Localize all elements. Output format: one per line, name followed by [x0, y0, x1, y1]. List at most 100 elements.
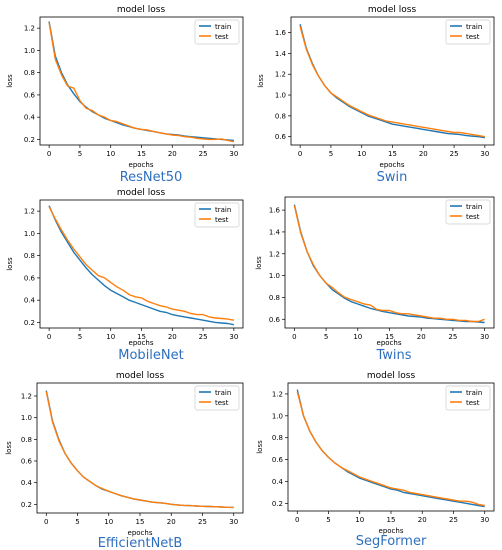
- y-tick-label: 0.6: [269, 316, 281, 324]
- y-tick-label: 0.2: [24, 136, 35, 144]
- y-tick-label: 1.2: [269, 250, 280, 258]
- x-tick-label: 0: [298, 150, 302, 158]
- chart-panel-segformer: model loss epochs loss SegFormer 0 5 10 15 2…: [251, 366, 502, 549]
- y-tick-label: 0.2: [272, 500, 283, 508]
- x-tick-label: 5: [329, 150, 333, 158]
- y-tick-label: 0.8: [272, 434, 283, 442]
- y-tick-label: 1.6: [275, 29, 287, 37]
- x-tick-label: 15: [385, 333, 394, 341]
- legend-label-train: train: [215, 389, 231, 397]
- series-line-test: [293, 205, 485, 323]
- chart-caption: Swin: [377, 170, 408, 185]
- x-tick-label: 30: [229, 333, 238, 341]
- y-tick-label: 0.8: [275, 112, 286, 120]
- x-axis-label: epochs: [380, 161, 405, 169]
- x-tick-label: 0: [47, 150, 51, 158]
- y-tick-label: 0.4: [24, 114, 36, 122]
- y-tick-label: 1.2: [24, 25, 35, 33]
- series-line-test: [296, 391, 485, 507]
- chart-title: model loss: [117, 188, 166, 198]
- chart-title: model loss: [117, 5, 166, 15]
- x-tick-label: 25: [448, 333, 457, 341]
- y-tick-label: 1.6: [269, 207, 281, 215]
- series-line-test: [299, 26, 486, 138]
- legend-label-train: train: [466, 23, 482, 31]
- x-tick-label: 25: [450, 150, 459, 158]
- chart-caption: MobileNet: [118, 348, 183, 363]
- chart-svg-mobilenet: model loss epochs loss MobileNet 0 5 10 15 2…: [6, 188, 244, 363]
- legend-label-train: train: [466, 389, 482, 397]
- x-tick-label: 5: [324, 333, 328, 341]
- chart-title: model loss: [368, 5, 417, 15]
- x-tick-label: 10: [353, 333, 362, 341]
- series-line-test: [48, 22, 235, 143]
- y-tick-label: 1.0: [21, 414, 32, 422]
- y-axis-label: loss: [6, 74, 14, 88]
- y-tick-label: 1.0: [269, 272, 280, 280]
- x-tick-label: 25: [449, 516, 458, 524]
- x-tick-label: 20: [419, 150, 428, 158]
- x-tick-label: 0: [44, 518, 48, 526]
- x-tick-label: 15: [387, 516, 396, 524]
- x-tick-label: 10: [106, 333, 115, 341]
- x-tick-label: 10: [355, 516, 364, 524]
- y-tick-label: 1.2: [275, 71, 286, 79]
- y-tick-label: 0.6: [21, 458, 33, 466]
- y-axis-label: loss: [6, 257, 14, 271]
- x-axis-label: epochs: [128, 529, 153, 537]
- y-tick-label: 1.0: [24, 230, 35, 238]
- x-tick-label: 5: [75, 518, 79, 526]
- series-line-test: [45, 391, 234, 509]
- y-tick-label: 1.2: [24, 208, 35, 216]
- chart-caption: Twins: [375, 348, 411, 363]
- x-tick-label: 20: [418, 516, 427, 524]
- legend-label-test: test: [215, 216, 229, 224]
- y-tick-label: 0.6: [24, 91, 36, 99]
- x-tick-label: 10: [106, 150, 115, 158]
- y-tick-label: 0.8: [269, 294, 280, 302]
- series-line-test: [48, 206, 235, 321]
- x-tick-label: 15: [388, 150, 397, 158]
- x-tick-label: 10: [104, 518, 113, 526]
- y-tick-label: 0.4: [272, 478, 284, 486]
- x-axis-label: epochs: [129, 339, 154, 347]
- x-tick-label: 30: [229, 518, 238, 526]
- y-tick-label: 0.8: [21, 436, 32, 444]
- y-tick-label: 0.8: [24, 252, 35, 260]
- legend-label-train: train: [215, 23, 231, 31]
- y-tick-label: 0.6: [24, 274, 36, 282]
- y-tick-label: 0.2: [24, 319, 35, 327]
- y-tick-label: 1.2: [21, 393, 32, 401]
- y-tick-label: 0.6: [272, 456, 284, 464]
- chart-title: model loss: [116, 371, 165, 381]
- y-tick-label: 1.4: [275, 50, 287, 58]
- x-tick-label: 30: [480, 333, 489, 341]
- chart-svg-efficientnetb: model loss epochs loss EfficientNetB 0 5 1…: [5, 371, 244, 550]
- x-tick-label: 15: [137, 333, 146, 341]
- y-tick-label: 1.0: [24, 47, 35, 55]
- x-tick-label: 20: [168, 150, 177, 158]
- x-tick-label: 15: [136, 518, 145, 526]
- legend-label-test: test: [215, 399, 229, 407]
- x-tick-label: 5: [78, 150, 82, 158]
- x-tick-label: 10: [357, 150, 366, 158]
- x-axis-label: epochs: [379, 527, 404, 535]
- x-axis-label: epochs: [377, 339, 402, 347]
- chart-caption: ResNet50: [120, 170, 183, 185]
- y-tick-label: 0.4: [24, 297, 36, 305]
- x-tick-label: 30: [229, 150, 238, 158]
- x-tick-label: 0: [292, 333, 296, 341]
- legend-label-train: train: [466, 203, 482, 211]
- x-tick-label: 20: [168, 333, 177, 341]
- chart-caption: EfficientNetB: [98, 536, 183, 550]
- chart-svg-twins: epochs loss Twins 0 5 10 15 20 25 30 0.6 0.8 1.0 1…: [255, 196, 495, 363]
- y-tick-label: 0.4: [21, 479, 33, 487]
- legend-label-test: test: [466, 33, 480, 41]
- x-tick-label: 30: [480, 516, 489, 524]
- series-line-train: [48, 205, 235, 326]
- y-tick-label: 1.0: [272, 412, 283, 420]
- x-tick-label: 25: [198, 518, 207, 526]
- chart-svg-resnet50: model loss epochs loss ResNet50 0 5 10 15 20…: [6, 5, 244, 185]
- x-tick-label: 0: [47, 333, 51, 341]
- chart-panel-efficientnetb: model loss epochs loss EfficientNetB 0 5 1…: [0, 366, 251, 550]
